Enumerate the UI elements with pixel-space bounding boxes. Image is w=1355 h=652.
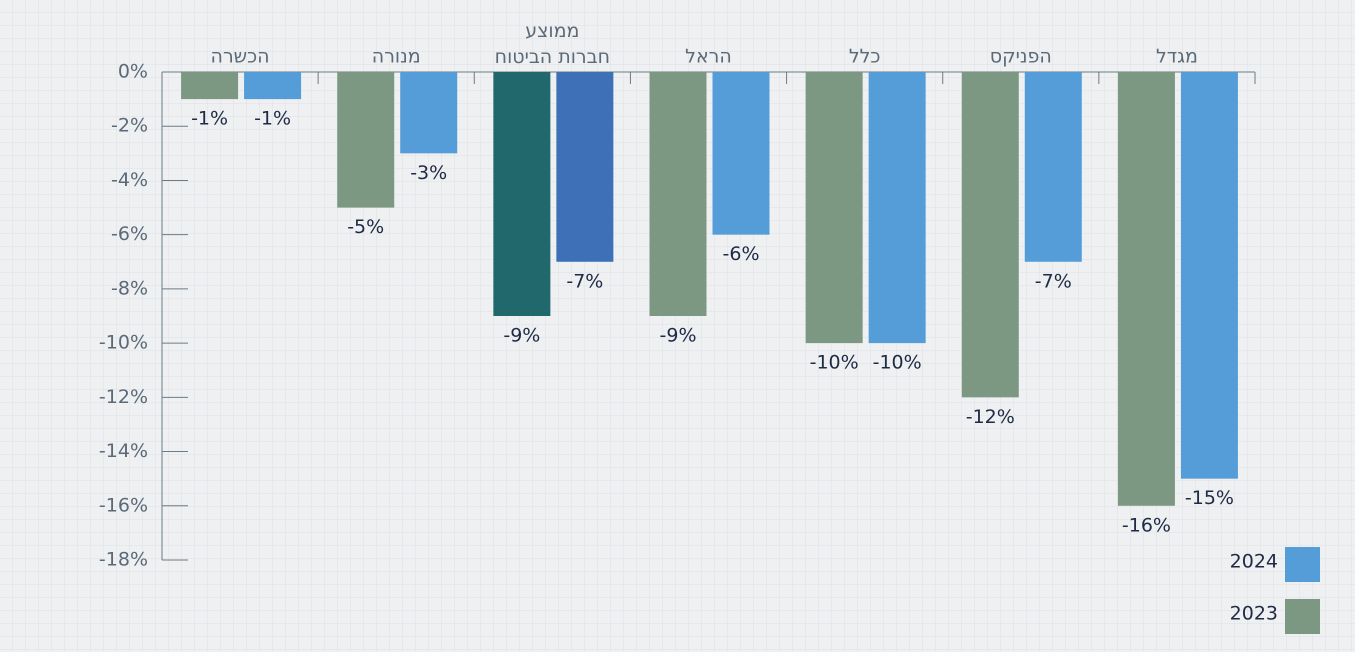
x-tick-label: מגדל [1156,46,1198,68]
bar [961,72,1019,398]
y-tick-label: -6% [111,223,148,245]
y-tick-label: -8% [111,277,148,299]
bar [244,72,302,100]
value-label: -12% [966,406,1015,428]
x-tick-label: הראל [685,46,732,68]
bar [181,72,239,100]
bar [649,72,707,316]
bar [712,72,770,235]
value-label: -1% [254,108,291,130]
x-tick-label: הכשרה [211,46,270,68]
value-label: -10% [873,352,922,374]
bar [556,72,614,262]
y-tick-label: -2% [111,115,148,137]
value-label: -7% [566,270,603,292]
x-tick-label: ממוצע חברות הביטוח [495,20,610,68]
y-tick-label: 0% [118,61,148,83]
bar [493,72,551,316]
x-tick-label: כלל [849,46,881,68]
bar [400,72,458,154]
y-tick-label: -16% [99,494,148,516]
legend-swatch [1285,599,1320,634]
y-tick-label: -10% [99,332,148,354]
bar [337,72,395,208]
bar [1180,72,1238,479]
y-tick-label: -14% [99,440,148,462]
y-tick-label: -4% [111,169,148,191]
value-label: -9% [503,325,540,347]
bar [868,72,926,344]
legend-label: 2024 [1230,551,1278,573]
bar [805,72,863,344]
x-tick-label: הפניקס [990,46,1052,68]
value-label: -10% [810,352,859,374]
value-label: -3% [410,162,447,184]
y-tick-label: -12% [99,386,148,408]
value-label: -15% [1185,487,1234,509]
legend-label: 2023 [1230,603,1278,625]
value-label: -1% [191,108,228,130]
value-label: -16% [1122,514,1171,536]
legend-swatch [1285,547,1320,582]
value-label: -7% [1035,270,1072,292]
bar [1024,72,1082,262]
bar [1117,72,1175,506]
x-tick-label: מנורה [372,46,421,68]
value-label: -6% [723,243,760,265]
value-label: -5% [347,216,384,238]
value-label: -9% [660,325,697,347]
y-tick-label: -18% [99,549,148,571]
